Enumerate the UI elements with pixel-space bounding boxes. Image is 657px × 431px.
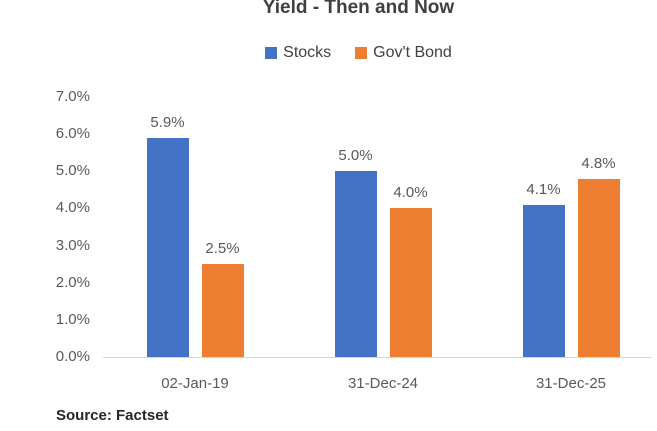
legend: Stocks Gov't Bond	[60, 44, 657, 62]
y-tick-4-0: 4.0%	[55, 199, 90, 217]
category-label-02-jan-19: 02-Jan-19	[161, 375, 229, 392]
bar-gov-t-bond-31-dec-24	[389, 208, 432, 357]
value-label-stocks-31-dec-24: 5.0%	[338, 147, 373, 165]
legend-item-govt-bond: Gov't Bond	[355, 44, 452, 62]
stocks-swatch-icon	[265, 47, 278, 59]
value-label-stocks-02-jan-19: 5.9%	[150, 113, 185, 131]
legend-label-govt-bond: Gov't Bond	[373, 44, 452, 61]
bar-stocks-31-dec-25	[522, 204, 565, 357]
chart-title: Yield - Then and Now	[262, 0, 455, 18]
value-label-gov-t-bond-31-dec-25: 4.8%	[581, 154, 616, 172]
bar-stocks-02-jan-19	[146, 137, 189, 357]
y-tick-0-0: 0.0%	[55, 348, 90, 365]
bar-gov-t-bond-02-jan-19	[201, 264, 244, 357]
y-tick-3-0: 3.0%	[55, 236, 90, 254]
value-label-gov-t-bond-31-dec-24: 4.0%	[393, 184, 428, 202]
source-note: Source: Factset	[56, 407, 169, 424]
govt-bond-swatch-icon	[355, 47, 368, 59]
bar-stocks-31-dec-24	[334, 171, 377, 357]
y-tick-6-0: 6.0%	[55, 125, 90, 143]
legend-item-stocks: Stocks	[265, 44, 331, 62]
category-label-31-dec-25: 31-Dec-25	[535, 375, 607, 392]
category-label-31-dec-24: 31-Dec-24	[347, 375, 419, 392]
y-tick-5-0: 5.0%	[55, 162, 90, 180]
bar-gov-t-bond-31-dec-25	[577, 178, 620, 357]
y-tick-2-0: 2.0%	[55, 273, 90, 291]
legend-label-stocks: Stocks	[283, 44, 332, 61]
x-axis-line	[103, 357, 652, 358]
value-label-gov-t-bond-02-jan-19: 2.5%	[205, 240, 240, 258]
y-tick-7-0: 7.0%	[55, 87, 90, 105]
y-tick-1-0: 1.0%	[55, 310, 90, 328]
value-label-stocks-31-dec-25: 4.1%	[526, 180, 561, 198]
